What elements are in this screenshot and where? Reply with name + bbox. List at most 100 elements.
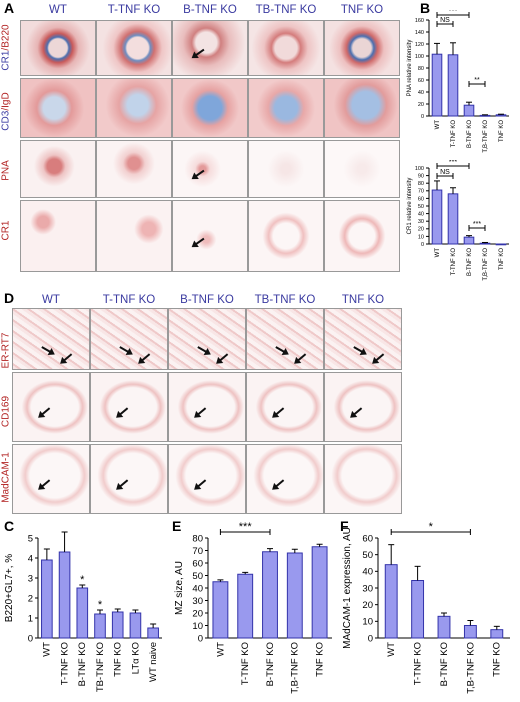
row-label-cd3-part: CD3 [0,110,12,131]
chart-pna-intensity: 0 20 40 60 80 100 120 140 160 PNA relative intens… [407,10,509,153]
panel-a-col-4: TNF KO [340,4,384,16]
bar [479,114,491,117]
row-label-sep2: / [0,107,12,111]
y-tick-label: 0 [28,633,33,644]
y-axis-label: MAdCAM-1 expression, AU [342,527,353,649]
panel-d-image-r2-c3 [246,444,324,514]
row-label-sep1: / [0,47,12,51]
y-tick-label: 0 [421,114,424,120]
significance-label: *** [449,160,457,166]
arrow-icon [189,48,205,62]
panel-a-image-r1-c2 [172,78,248,138]
arrow-icon [369,353,385,367]
panel-d-image-r1-c2 [168,372,246,442]
bar [447,193,459,245]
panel-a-image-r0-c2 [172,20,248,76]
panel-d-col-3: TB-TNF KO [254,294,316,306]
x-tick-label: T,B-TNF KO [465,642,476,694]
y-tick-label: 160 [415,18,424,24]
panel-d-image-r1-c1 [90,372,168,442]
panel-d-image-r2-c2 [168,444,246,514]
panel-d-col-0: WT [42,294,60,306]
bar [147,627,159,639]
bar [384,564,398,639]
significance-label: NS [440,169,450,176]
bar [447,54,459,117]
row-label-madcam1: MadCAM-1 [0,452,12,503]
x-tick-label: TNF KO [499,120,505,142]
y-tick-label: 50 [362,550,373,561]
arrow-icon [347,407,363,421]
y-tick-label: 40 [418,90,424,96]
arrow-icon [291,353,307,367]
panel-a-image-r2-c4 [324,140,400,198]
significance-label: * [80,574,85,586]
y-axis-label: MZ size, AU [174,561,185,615]
arrow-icon [189,237,205,251]
row-label-cd169: CD169 [0,395,12,428]
y-tick-label: 80 [192,533,203,544]
panel-a-image-r2-c3 [248,140,324,198]
bar [111,611,124,639]
panel-label-d: D [4,290,15,306]
panel-label-b: B [420,0,431,16]
panel-a-image-r3-c0 [20,200,96,272]
row-label-cr1-part: CR1 [0,50,12,71]
y-tick-label: 20 [192,608,203,619]
x-tick-label: TNF KO [314,642,325,677]
y-tick-label: 0 [198,633,203,644]
bar [129,612,142,639]
x-tick-label: WT naive [148,642,159,682]
y-tick-label: 4 [28,553,33,564]
y-tick-label: 30 [418,219,424,225]
y-tick-label: 140 [415,30,424,36]
x-tick-label: WT [215,642,226,657]
y-tick-label: 50 [192,571,203,582]
panel-d-col-1: T-TNF KO [102,294,156,306]
arrow-icon [269,479,285,493]
panel-a-image-r0-c3 [248,20,324,76]
x-tick-label: T,B-TNF KO [483,120,489,153]
significance-label: *** [449,10,457,15]
panel-a-image-r2-c2 [172,140,248,198]
y-tick-label: 70 [418,189,424,195]
significance-label: *** [239,521,253,533]
bar [262,551,278,639]
panel-d-image-r2-c4 [324,444,402,514]
arrow-icon [135,353,151,367]
panel-a-col-2: B-TNF KO [183,4,237,16]
y-tick-label: 2 [28,593,33,604]
y-tick-label: 30 [192,596,203,607]
bar [41,559,53,639]
bar [463,104,475,117]
panel-a-image-r1-c1 [96,78,172,138]
bar [463,625,477,639]
arrow-icon [35,407,51,421]
y-tick-label: 100 [415,166,424,172]
x-tick-label: B-TNF KO [467,120,473,148]
panel-d-image-r1-c3 [246,372,324,442]
panel-a-image-r2-c1 [96,140,172,198]
panel-d-image-r0-c2 [168,308,246,370]
bar [463,236,475,245]
y-tick-label: 70 [192,546,203,557]
x-tick-label: T-TNF KO [451,120,457,148]
arrow-icon [189,169,205,183]
x-tick-label: B-TNF KO [467,248,473,276]
y-tick-label: 10 [418,234,424,240]
y-tick-label: 20 [418,227,424,233]
panel-a-col-0: WT [49,4,67,16]
row-label-b220-part: B220 [0,24,12,48]
significance-label: * [98,599,103,611]
panel-a-image-r0-c1 [96,20,172,76]
arrow-icon [275,346,291,358]
bar [58,551,71,639]
panel-a-image-r1-c4 [324,78,400,138]
x-tick-label: T-TNF KO [451,248,457,276]
row-label-cr1: CR1 [0,220,12,241]
panel-a-image-r2-c0 [20,140,96,198]
arrow-icon [269,407,285,421]
y-axis-label: CR1 relative intensity [407,178,413,235]
bar [94,613,106,639]
